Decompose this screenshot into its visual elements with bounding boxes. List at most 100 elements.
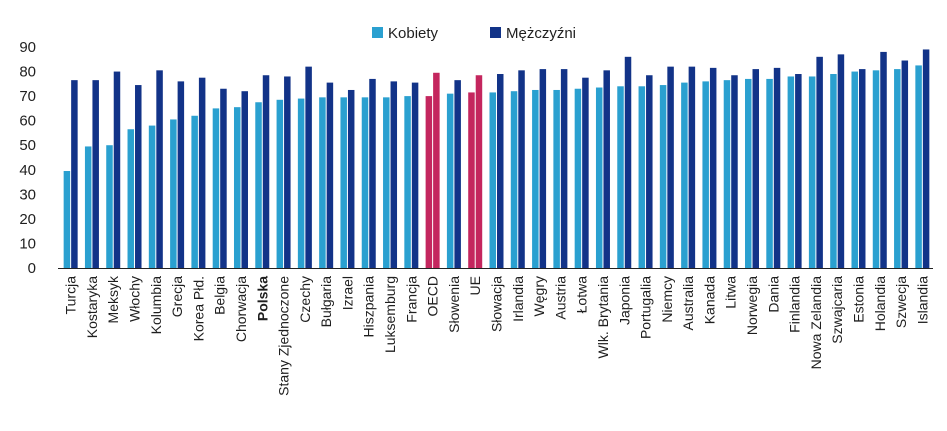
y-tick-label: 30 — [19, 186, 36, 203]
x-category-label: Czechy — [297, 276, 313, 323]
x-category-label: Polska — [254, 276, 270, 321]
bar-men — [433, 72, 440, 268]
bar-women — [276, 99, 284, 268]
bar-men — [220, 88, 227, 269]
bar-women — [233, 107, 241, 268]
x-category-label: OECD — [425, 276, 441, 316]
x-category-label: Chorwacja — [233, 276, 249, 342]
bar-men — [858, 69, 866, 268]
legend-label-kobiety: Kobiety — [388, 25, 439, 42]
bar-men — [667, 66, 674, 268]
y-tick-label: 70 — [19, 88, 36, 105]
bar-women — [446, 93, 454, 268]
x-category-label: Holandia — [872, 276, 888, 331]
bar-women — [532, 89, 539, 268]
bar-men — [262, 75, 270, 269]
bar-women — [340, 97, 347, 268]
bar-men — [71, 80, 78, 269]
bar-men — [305, 66, 312, 268]
x-category-label: Stany Zjednoczone — [276, 276, 292, 396]
bar-women — [681, 82, 688, 268]
bar-women — [63, 171, 71, 268]
bar-women — [212, 108, 220, 268]
bar-women — [404, 96, 411, 268]
legend: Kobiety Mężczyźni — [372, 25, 576, 42]
x-category-label: Francja — [403, 276, 419, 323]
legend-label-mezczyzni: Mężczyźni — [506, 25, 576, 42]
y-tick-label: 10 — [19, 235, 36, 252]
bar-men — [177, 81, 185, 268]
bar-women — [510, 91, 518, 268]
bar-men — [539, 69, 547, 268]
bar-women — [170, 119, 177, 268]
bar-men — [135, 85, 142, 268]
bar-women — [425, 96, 433, 268]
x-category-label: Finlandia — [787, 276, 803, 333]
x-axis-labels: Turcja Kostaryka Meksyk Włochy Kolumbia Grecj… — [63, 275, 931, 396]
y-tick-label: 40 — [19, 162, 36, 179]
x-category-label: Łotwa — [574, 276, 590, 314]
x-category-label: Islandia — [914, 276, 930, 324]
bar-men — [241, 91, 248, 268]
x-category-label: Grecja — [169, 276, 185, 317]
bar-men — [816, 56, 823, 268]
y-axis: 0 10 20 30 40 50 60 70 80 90 — [19, 39, 36, 277]
x-category-label: Australia — [680, 276, 696, 331]
x-category-label: Słowacja — [489, 276, 505, 332]
bar-women — [574, 88, 582, 269]
x-category-label: Słowenia — [446, 276, 462, 333]
x-category-label: Szwajcaria — [829, 276, 845, 344]
bar-men — [284, 76, 291, 268]
bar-men — [347, 89, 355, 268]
bar-women — [851, 71, 858, 268]
x-category-label: Kostaryka — [84, 276, 100, 338]
bar-men — [475, 75, 483, 269]
y-tick-label: 20 — [19, 211, 36, 228]
bar-men — [582, 77, 589, 268]
bar-men — [92, 80, 99, 269]
x-category-label: Austria — [552, 276, 568, 320]
bar-women — [872, 70, 880, 268]
bar-men — [709, 67, 717, 269]
x-category-label: Norwegia — [744, 276, 760, 335]
x-category-label: Korea Płd. — [190, 276, 206, 341]
bar-women — [723, 80, 731, 269]
bar-women — [319, 97, 326, 268]
bar-men — [454, 80, 461, 269]
x-category-label: UE — [467, 276, 483, 295]
bar-men — [752, 69, 760, 268]
bar-women — [787, 76, 795, 268]
x-category-label: Luksemburg — [382, 276, 398, 353]
x-category-label: Niemcy — [659, 276, 675, 323]
bar-women — [127, 129, 135, 268]
x-category-label: Estonia — [850, 276, 866, 323]
bar-women — [830, 74, 837, 268]
bar-men — [156, 70, 163, 268]
y-tick-label: 0 — [28, 260, 36, 277]
x-category-label: Turcja — [63, 276, 79, 315]
bar-men — [837, 54, 845, 269]
x-category-label: Włochy — [127, 276, 143, 322]
bar-women — [468, 92, 475, 269]
bar-men — [646, 75, 653, 269]
bars — [63, 49, 930, 269]
bar-men — [688, 66, 696, 268]
x-category-label: Bułgaria — [318, 276, 334, 328]
x-category-label: Belgia — [212, 276, 228, 315]
x-category-label: Kolumbia — [148, 276, 164, 335]
bar-men — [880, 51, 887, 268]
x-category-label: Meksyk — [105, 275, 121, 323]
bar-women — [84, 146, 92, 268]
x-category-label: Szwecja — [893, 276, 909, 328]
bar-women — [595, 87, 603, 269]
bar-men — [411, 82, 419, 268]
bar-women — [617, 86, 624, 268]
x-category-label: Portugalia — [638, 276, 654, 339]
x-category-label: Izrael — [339, 276, 355, 310]
bar-men — [901, 60, 909, 269]
bar-women — [255, 102, 262, 268]
x-category-label: Wlk. Brytania — [595, 276, 611, 359]
bar-women — [766, 78, 773, 268]
bar-men — [773, 67, 781, 269]
